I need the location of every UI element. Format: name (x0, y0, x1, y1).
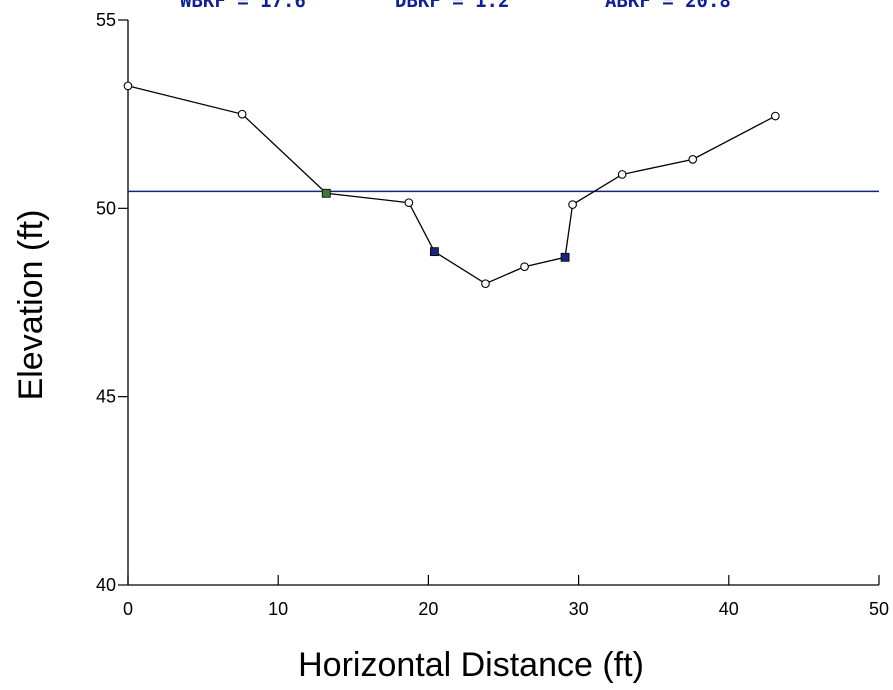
cross-section-series (123, 81, 780, 289)
data-point-2 (321, 188, 331, 198)
header-fragment-2: ABKF = 20.8 (605, 0, 731, 12)
data-point-10 (688, 155, 698, 164)
x-axis-title: Horizontal Distance (ft) (298, 646, 644, 684)
x-tick-label-50: 50 (869, 599, 889, 619)
x-tick-label-20: 20 (418, 599, 438, 619)
x-tick-label-40: 40 (719, 599, 739, 619)
x-tick-label-0: 0 (123, 599, 133, 619)
x-tick-label-10: 10 (268, 599, 288, 619)
header-fragment-0: WBKF = 17.6 (180, 0, 306, 12)
data-point-8 (568, 200, 577, 209)
ticks: 0 10 20 30 40 50 40 45 50 55 (96, 10, 889, 619)
x-tick-label-30: 30 (569, 599, 589, 619)
data-point-3 (404, 198, 414, 208)
data-point-7 (560, 252, 570, 262)
data-point-6 (520, 262, 529, 272)
y-tick-label-45: 45 (96, 387, 116, 407)
data-point-11 (771, 111, 780, 121)
data-point-5 (481, 279, 490, 289)
data-point-4 (430, 247, 439, 257)
y-axis-title: Elevation (ft) (12, 210, 50, 401)
header-fragment-1: DBKF = 1.2 (395, 0, 509, 12)
y-tick-label-40: 40 (96, 575, 116, 595)
y-tick-label-55: 55 (96, 10, 116, 30)
chart-header: WBKF = 17.6 DBKF = 1.2 ABKF = 20.8 (180, 0, 731, 12)
axes (127, 20, 879, 586)
data-point-0 (123, 81, 133, 91)
series-line-0 (127, 85, 776, 285)
data-point-9 (617, 170, 627, 179)
y-tick-label-50: 50 (96, 198, 116, 218)
data-point-1 (237, 109, 247, 119)
